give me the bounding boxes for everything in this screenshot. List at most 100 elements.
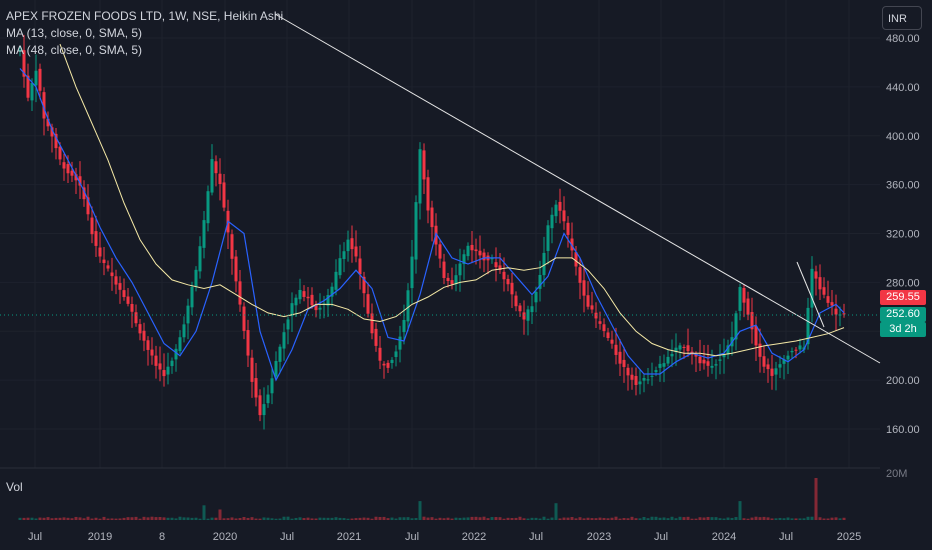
volume-bar <box>766 517 770 520</box>
candle-body <box>778 364 782 368</box>
candle-body <box>118 283 122 290</box>
candle-body <box>634 376 638 385</box>
candle-body <box>782 359 786 364</box>
volume-bar <box>642 516 646 520</box>
candle-body <box>822 287 826 295</box>
volume-bar <box>42 517 46 520</box>
volume-bar <box>654 516 658 520</box>
volume-bar <box>366 517 370 520</box>
x-tick-label: 2020 <box>213 531 237 543</box>
volume-bar <box>182 517 186 520</box>
volume-bar <box>750 517 754 520</box>
volume-bar <box>826 518 830 520</box>
volume-bar <box>166 517 170 520</box>
volume-bar <box>138 518 142 520</box>
ma-13-label[interactable]: MA (13, close, 0, SMA, 5) <box>6 26 143 40</box>
volume-bar <box>522 518 526 520</box>
time-axis[interactable]: Jul 2019 8 2020 Jul 2021 Jul 2022 Jul 2023 Jul 2024… <box>28 531 861 543</box>
volume-bar <box>478 517 482 520</box>
volume-bar <box>782 518 786 520</box>
ma-48-label[interactable]: MA (48, close, 0, SMA, 5) <box>6 43 143 57</box>
x-tick-label: 2025 <box>837 531 861 543</box>
candle-body <box>718 359 722 361</box>
volume-bar <box>558 518 562 520</box>
ma-13-line <box>19 68 845 382</box>
candle-body <box>294 297 298 306</box>
volume-bar <box>430 517 434 520</box>
volume-bar <box>50 518 54 520</box>
volume-bar <box>394 518 398 520</box>
candle-body <box>254 378 258 398</box>
x-tick-label: Jul <box>280 531 294 543</box>
trendline-short[interactable] <box>796 261 825 328</box>
candle-body <box>330 286 334 297</box>
trendline-main[interactable] <box>274 13 881 364</box>
candle-body <box>318 307 322 310</box>
candle-body <box>770 368 774 376</box>
candle-body <box>538 274 542 289</box>
volume-bar <box>666 518 670 520</box>
candlestick-series <box>18 34 846 430</box>
candle-body <box>734 313 738 340</box>
candle-body <box>586 295 590 307</box>
candle-body <box>222 182 226 208</box>
volume-bar <box>414 518 418 520</box>
volume-axis-label: 20M <box>886 468 907 480</box>
candle-body <box>102 259 106 264</box>
candle-body <box>698 356 702 364</box>
candle-body <box>722 354 726 358</box>
volume-bar <box>98 518 102 520</box>
volume-bar <box>462 517 466 520</box>
candle-body <box>246 330 250 356</box>
price-axis[interactable]: 160.00200.00240.00280.00320.00360.00400.… <box>886 33 920 436</box>
candle-body <box>438 244 442 259</box>
candle-body <box>22 50 26 77</box>
candle-body <box>642 377 646 381</box>
volume-bar <box>270 518 274 520</box>
candle-body <box>626 367 630 376</box>
candle-body <box>666 356 670 364</box>
volume-bar <box>546 518 550 520</box>
volume-bar <box>378 516 382 520</box>
volume-bar <box>678 516 682 520</box>
candle-body <box>306 296 310 299</box>
volume-bar <box>482 516 486 520</box>
candle-body <box>570 238 574 251</box>
volume-bar <box>442 518 446 520</box>
candle-body <box>834 308 838 315</box>
candle-body <box>390 359 394 364</box>
candle-body <box>818 277 822 290</box>
candle-body <box>210 159 214 193</box>
candle-body <box>202 220 206 248</box>
volume-bar <box>674 518 678 520</box>
volume-bar <box>562 517 566 520</box>
candle-body <box>30 82 34 101</box>
candle-body <box>82 187 86 200</box>
volume-bar <box>170 517 174 520</box>
candle-body <box>710 365 714 368</box>
candle-body <box>198 246 202 272</box>
volume-bar <box>570 517 574 520</box>
candle-body <box>174 348 178 360</box>
volume-bar <box>798 518 802 520</box>
currency-selector[interactable]: INR <box>882 6 922 30</box>
volume-bar <box>486 518 490 520</box>
symbol-title[interactable]: APEX FROZEN FOODS LTD, 1W, NSE, Heikin A… <box>6 9 284 23</box>
candle-body <box>458 263 462 276</box>
volume-bar <box>710 517 714 520</box>
volume-bar <box>742 518 746 520</box>
volume-bar <box>770 518 774 520</box>
candle-body <box>602 324 606 332</box>
volume-bar <box>82 518 86 520</box>
volume-bar <box>150 516 154 520</box>
volume-bar <box>110 518 114 520</box>
volume-label[interactable]: Vol <box>6 480 23 494</box>
volume-bar <box>242 517 246 520</box>
candle-body <box>266 394 270 404</box>
candle-body <box>826 296 830 303</box>
volume-bar <box>386 518 390 520</box>
x-tick-label: Jul <box>405 531 419 543</box>
volume-bar <box>198 518 202 520</box>
volume-bar <box>618 518 622 520</box>
